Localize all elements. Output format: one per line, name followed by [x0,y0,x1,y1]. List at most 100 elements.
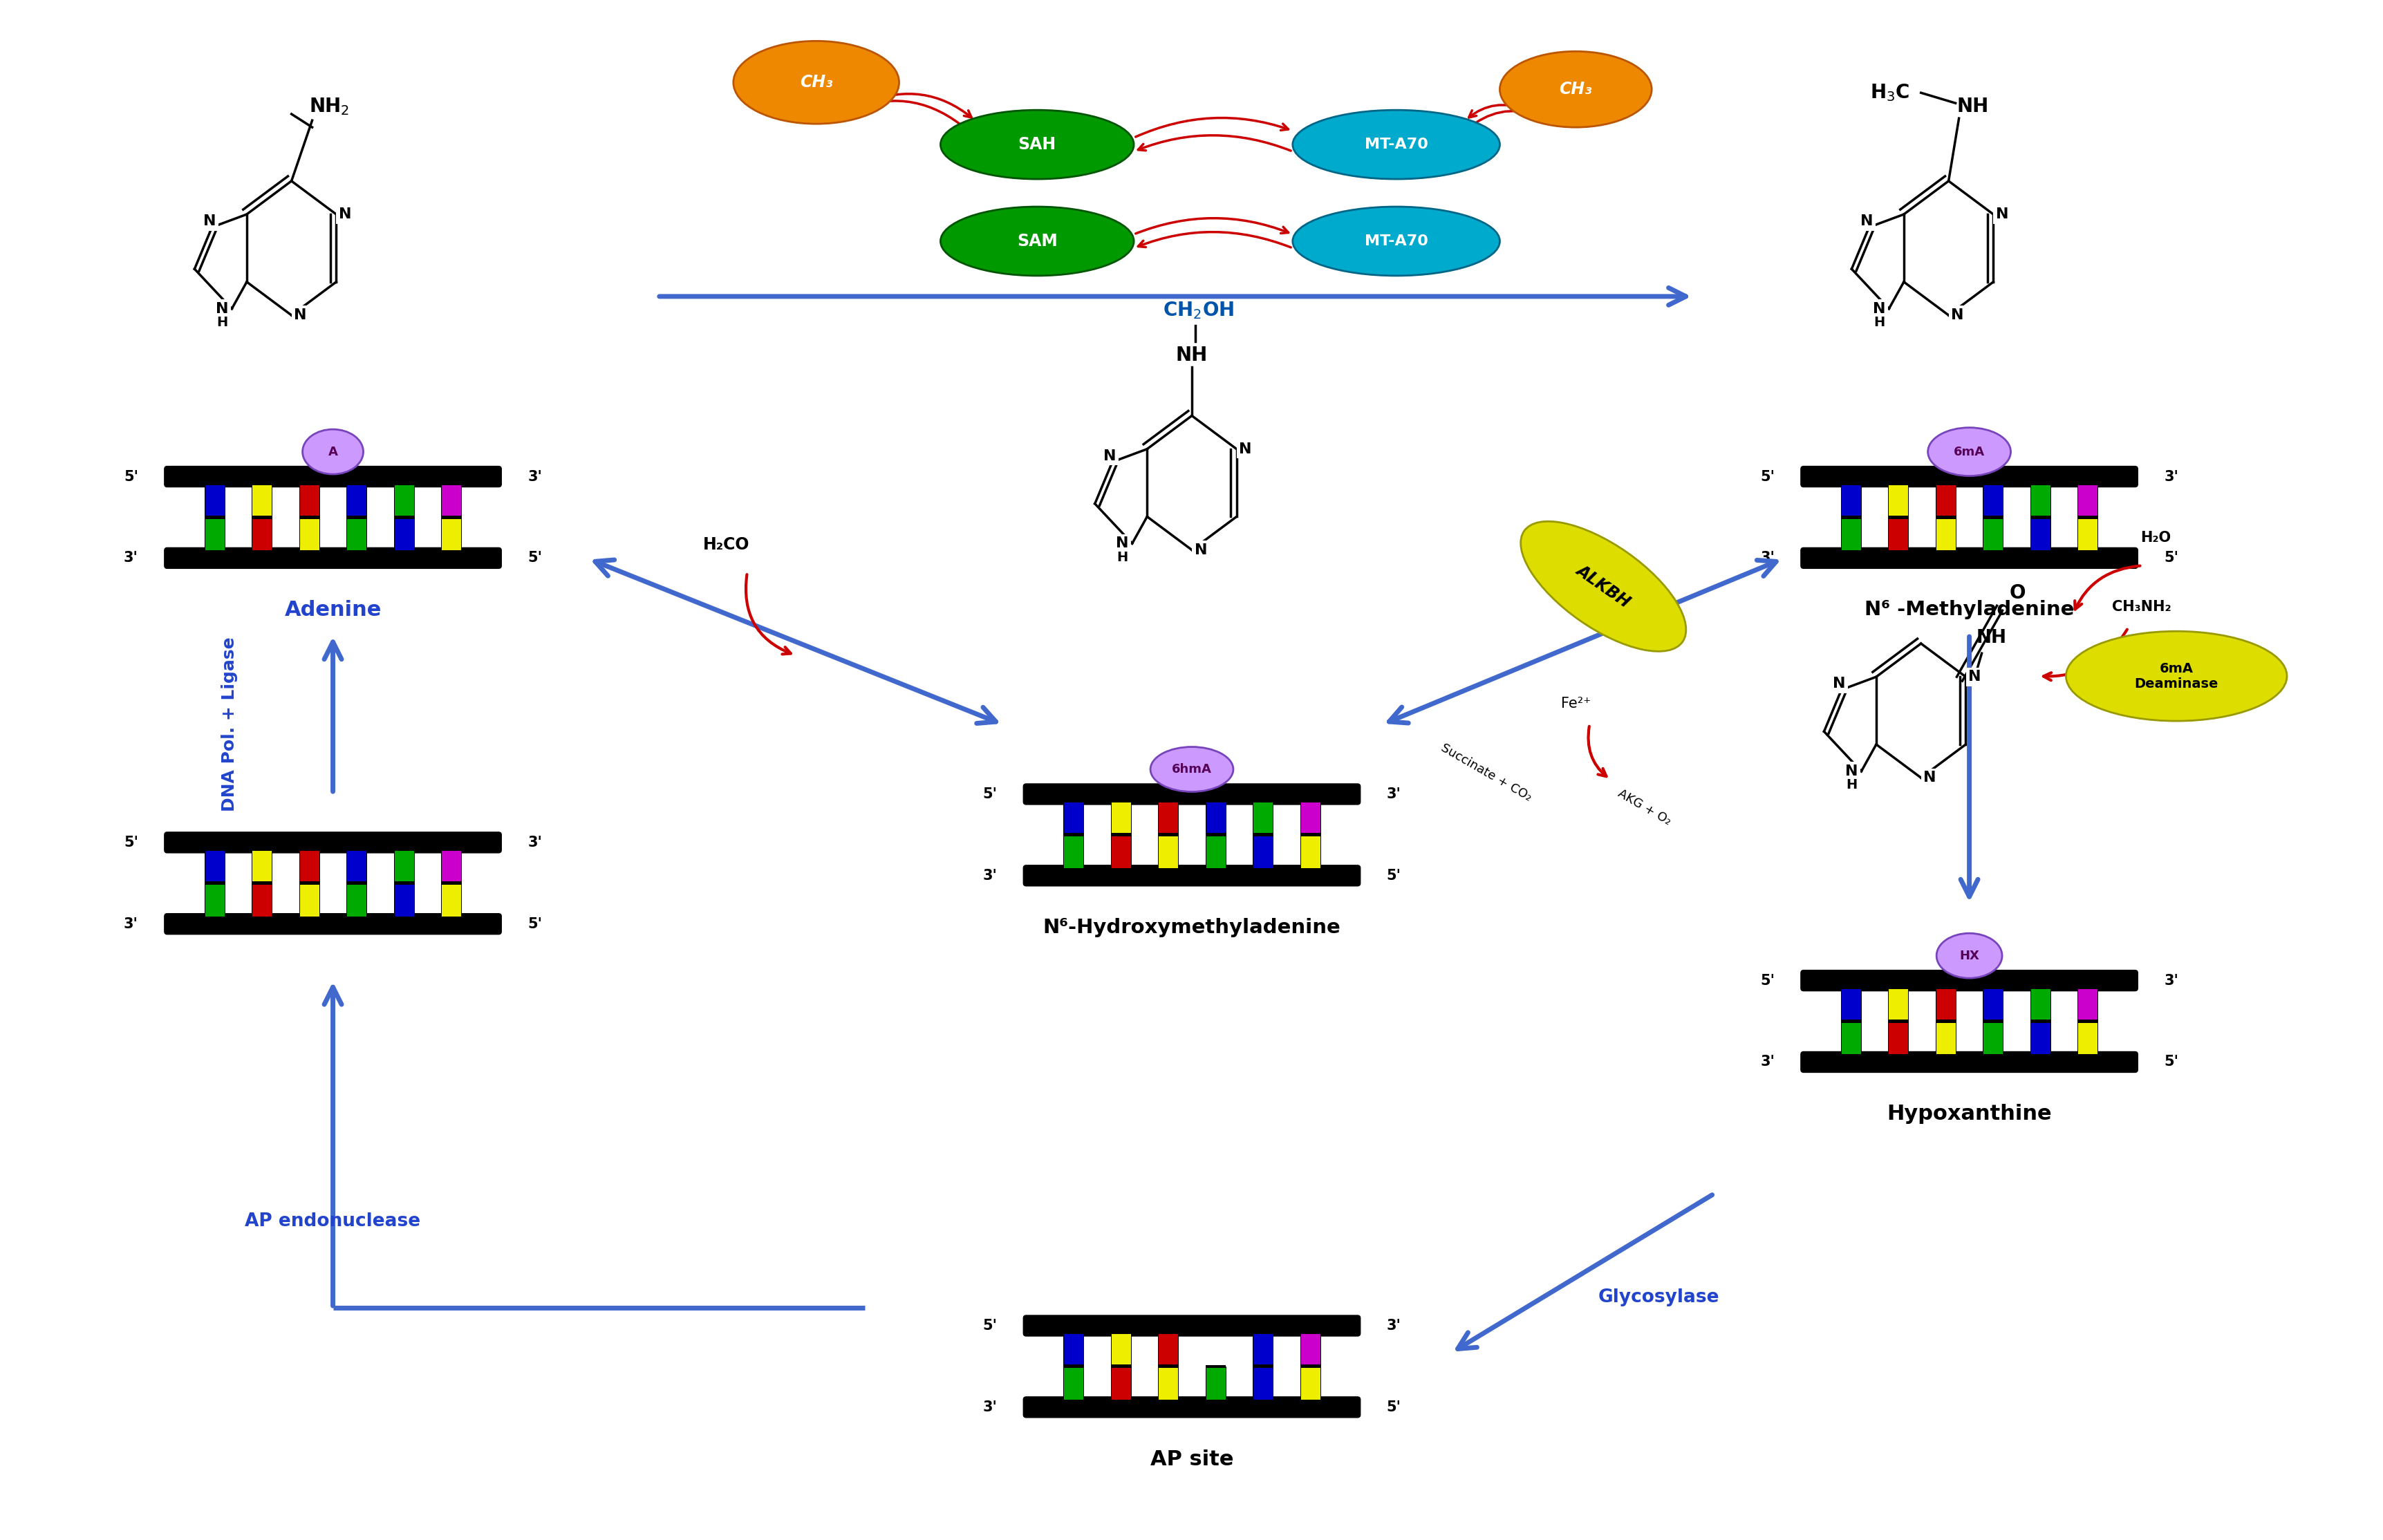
Text: 3': 3' [124,916,138,930]
Bar [2078,484,2097,517]
Bar [1887,1021,1909,1055]
Bar [205,881,224,886]
Text: 5': 5' [1759,470,1773,484]
Text: 5': 5' [124,470,138,484]
FancyBboxPatch shape [1799,467,2138,487]
Text: 5': 5' [982,787,996,801]
Text: Adenine: Adenine [284,601,381,621]
Text: 5': 5' [1759,973,1773,987]
Bar [205,516,224,519]
Text: 5': 5' [124,836,138,850]
Text: 3': 3' [982,1400,996,1414]
Ellipse shape [1520,522,1685,651]
Bar [393,516,415,519]
Bar [346,516,367,519]
Text: 3': 3' [1387,1318,1401,1332]
Bar [2078,1019,2097,1023]
Bar [2078,989,2097,1021]
Text: N: N [1239,442,1251,456]
Text: N⁶-Hydroxymethyladenine: N⁶-Hydroxymethyladenine [1044,918,1339,936]
Text: H: H [1873,316,1885,330]
Text: Hypoxanthine: Hypoxanthine [1887,1104,2052,1124]
Text: CH₃NH₂: CH₃NH₂ [2111,601,2171,614]
Bar [1983,517,2002,550]
Bar [2030,516,2049,519]
Bar [1299,1366,1320,1400]
Text: N: N [1859,214,1873,228]
Bar [1983,484,2002,517]
Bar [1887,484,1909,517]
Bar [441,881,462,886]
Bar [2030,1021,2049,1055]
Bar [1110,835,1130,869]
Bar [253,884,272,916]
Text: CH₃: CH₃ [801,74,832,91]
Text: 5': 5' [982,1318,996,1332]
Bar [1206,1364,1225,1368]
Bar [253,517,272,550]
Bar [441,517,462,550]
Text: NH: NH [1956,97,1987,116]
Text: H₂CO: H₂CO [703,536,751,553]
Bar [393,484,415,517]
Text: N: N [293,308,307,322]
Bar [253,516,272,519]
Text: N: N [1844,764,1856,778]
Bar [1110,802,1130,835]
Ellipse shape [2066,631,2285,721]
Bar [1935,989,1954,1021]
Bar [205,884,224,916]
Bar [2030,484,2049,517]
FancyBboxPatch shape [1022,784,1361,804]
Text: SAM: SAM [1018,233,1058,249]
Bar [1840,516,1861,519]
Bar [1983,1021,2002,1055]
Bar [1935,1019,1954,1023]
Text: H: H [1115,551,1127,564]
Ellipse shape [734,42,898,123]
Text: N: N [1952,308,1964,322]
Text: N: N [214,302,229,316]
Text: CH₃: CH₃ [1558,82,1592,97]
Ellipse shape [1292,206,1499,276]
Text: O: O [2009,584,2026,604]
Bar [1840,989,1861,1021]
Bar [1158,835,1177,869]
Bar [2078,1021,2097,1055]
Bar [2030,517,2049,550]
Bar [1253,1364,1273,1368]
Text: Fe²⁺: Fe²⁺ [1561,696,1589,710]
Bar [253,850,272,884]
Text: AKG + O₂: AKG + O₂ [1616,787,1673,827]
Text: N⁶ -Methyladenine: N⁶ -Methyladenine [1864,601,2073,619]
Bar [1253,1334,1273,1366]
Text: 3': 3' [1759,551,1773,565]
Bar [1206,1366,1225,1400]
Bar [346,484,367,517]
Text: N: N [1833,678,1844,691]
Bar [1063,833,1084,836]
Text: AP site: AP site [1151,1449,1232,1469]
Text: ALKBH: ALKBH [1573,562,1632,611]
Text: N: N [1923,772,1935,785]
Bar [1110,833,1130,836]
Bar [1887,1019,1909,1023]
FancyBboxPatch shape [1022,1315,1361,1337]
Text: N: N [1873,302,1885,316]
Bar [393,517,415,550]
Bar [1110,1364,1130,1368]
Bar [1206,802,1225,835]
Text: N: N [1103,450,1115,464]
Text: N: N [1968,670,1980,684]
Bar [441,884,462,916]
Bar [441,850,462,884]
Bar [300,881,319,886]
Text: 3': 3' [527,836,541,850]
Bar [1158,1366,1177,1400]
Text: 3': 3' [982,869,996,882]
Bar [1887,989,1909,1021]
Bar [1299,833,1320,836]
Ellipse shape [1151,747,1232,792]
Text: 3': 3' [2164,973,2178,987]
Text: DNA Pol. + Ligase: DNA Pol. + Ligase [222,638,238,812]
